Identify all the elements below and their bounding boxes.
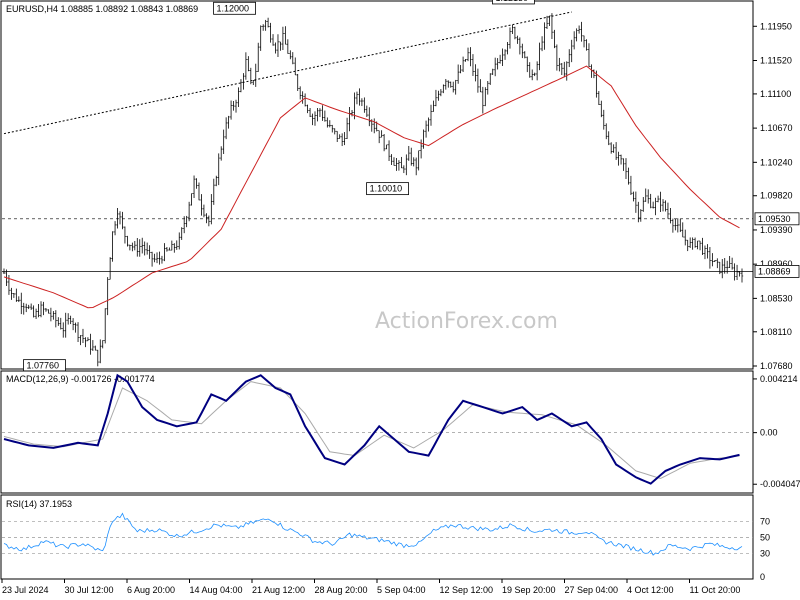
- price-annotation-label: 1.12000: [217, 3, 250, 13]
- price-annotation-box: [213, 1, 256, 15]
- price-axis: 1.11950 1.11520 1.11100 1.10670 1.10240 1.098…: [753, 21, 793, 371]
- time-tick-label: 14 Aug 04:00: [190, 585, 243, 595]
- price-panel-title: EURUSD,H4 1.08885 1.08892 1.08843 1.0886…: [6, 4, 198, 14]
- price-tick-label: 1.10670: [760, 123, 793, 133]
- rsi-axis: 70 50 30 0: [2, 517, 770, 582]
- price-annotation-label: 1.07760: [26, 361, 59, 371]
- price-tick-label: 1.11100: [760, 89, 791, 99]
- time-tick-label: 28 Aug 20:00: [315, 585, 368, 595]
- price-tick-label: 1.10240: [760, 157, 793, 167]
- macd-main-line: [3, 373, 740, 485]
- price-annotation-label: 1.12130: [495, 0, 528, 3]
- macd-signal-line: [3, 381, 740, 480]
- price-panel: ActionForex.com EURUSD,H4 1.08885 1.0889…: [0, 0, 800, 373]
- rsi-tick-label: 0: [760, 572, 765, 582]
- price-level-box: [754, 265, 800, 278]
- time-tick-label: 12 Sep 12:00: [440, 585, 494, 595]
- time-axis: 23 Jul 2024 30 Jul 12:00 6 Aug 20:00 14 Aug…: [1, 579, 741, 595]
- price-tick-label: 1.09390: [760, 225, 793, 235]
- time-tick-label: 30 Jul 12:00: [65, 585, 114, 595]
- trendline-layer: [3, 11, 572, 135]
- price-annotations: 1.12000 1.12130 1.10010 1.07760: [23, 0, 535, 373]
- macd-tick-label: 0.00: [760, 428, 778, 438]
- time-tick-label: 4 Oct 12:00: [627, 585, 674, 595]
- rsi-label: RSI(14) 37.1953: [6, 499, 72, 509]
- price-tick-label: 1.07680: [760, 361, 793, 371]
- macd-lines: [3, 373, 740, 485]
- price-tick-label: 1.08530: [760, 293, 793, 303]
- price-tick-label: 1.08960: [760, 259, 793, 269]
- moving-average-line: [3, 65, 740, 309]
- time-tick-label: 5 Sep 04:00: [377, 585, 426, 595]
- price-level-label: 1.09530: [758, 214, 791, 224]
- price-tick-label: 1.09820: [760, 191, 793, 201]
- price-level-label: 1.08869: [758, 266, 791, 276]
- macd-tick-label: 0.004214: [760, 374, 798, 384]
- time-tick-label: 19 Sep 20:00: [502, 585, 556, 595]
- rsi-tick-label: 50: [760, 533, 770, 543]
- macd-label: MACD(12,26,9) -0.001726 -0.001774: [6, 374, 155, 384]
- macd-axis: 0.004214 0.00 -0.004047: [2, 374, 800, 489]
- rsi-panel-frame: [0, 494, 754, 580]
- rsi-line: [3, 512, 743, 556]
- macd-tick-label: -0.004047: [760, 479, 800, 489]
- price-tick-label: 1.11520: [760, 55, 792, 65]
- moving-average-layer: [3, 65, 740, 309]
- rsi-panel: RSI(14) 37.1953 70 50 30 0: [0, 494, 770, 582]
- time-tick-label: 6 Aug 20:00: [127, 585, 175, 595]
- trendline: [3, 11, 572, 135]
- time-tick-label: 27 Sep 04:00: [565, 585, 619, 595]
- macd-panel: MACD(12,26,9) -0.001726 -0.001774 0.0042…: [0, 370, 800, 494]
- rsi-tick-label: 70: [760, 517, 770, 527]
- time-tick-label: 11 Oct 20:00: [690, 585, 741, 595]
- price-annotation-box: [492, 0, 535, 5]
- price-annotation-box: [366, 182, 409, 196]
- price-bars: [2, 13, 744, 367]
- time-tick-label: 21 Aug 12:00: [252, 585, 305, 595]
- price-tick-label: 1.11950: [760, 21, 792, 31]
- price-tick-label: 1.08110: [760, 327, 792, 337]
- horizontal-levels: 1.09530 1.08869: [2, 212, 800, 278]
- time-tick-label: 23 Jul 2024: [2, 585, 49, 595]
- price-level-box: [754, 212, 800, 226]
- rsi-line-path: [3, 512, 743, 556]
- price-annotation-label: 1.10010: [370, 184, 403, 194]
- watermark: ActionForex.com: [375, 309, 558, 334]
- rsi-tick-label: 30: [760, 548, 770, 558]
